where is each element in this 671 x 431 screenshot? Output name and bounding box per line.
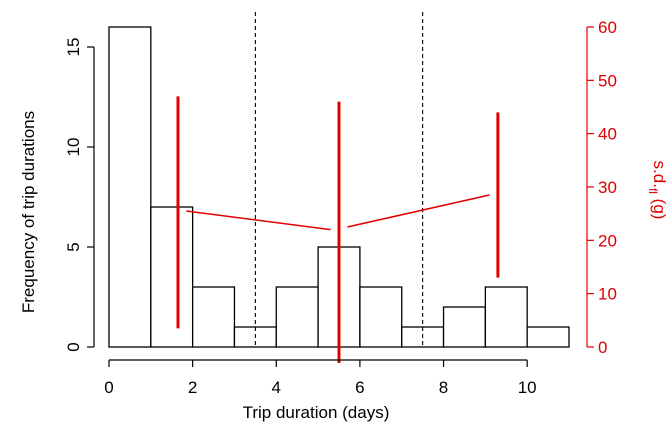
y2-tick-label-0: 0 <box>598 338 607 357</box>
histogram-bar-11 <box>526 326 570 348</box>
x-axis: 0 2 4 6 8 10 <box>104 359 537 397</box>
y2-tick-label-60: 60 <box>598 18 617 37</box>
histogram-bar-9 <box>442 306 487 348</box>
sd-overlay <box>176 96 500 363</box>
y2-tick-label-40: 40 <box>598 125 617 144</box>
y-axis-left: 0 5 10 15 <box>64 38 95 352</box>
histogram-bar-5 <box>275 286 319 348</box>
histogram-bar-3 <box>191 286 236 348</box>
y2-axis-title-subscript: fl <box>646 188 660 194</box>
x-tick-label-0: 0 <box>104 378 113 397</box>
y2-axis-title-unit: (g) <box>650 194 669 220</box>
y2-tick-label-10: 10 <box>598 285 617 304</box>
y-axis-right: 0 10 20 30 40 50 60 <box>586 18 617 357</box>
y-tick-label-10: 10 <box>64 138 83 157</box>
y-tick-label-0: 0 <box>64 342 83 351</box>
y-axis-title: Frequency of trip durations <box>19 111 38 313</box>
x-tick-label-8: 8 <box>439 378 448 397</box>
y2-tick-label-30: 30 <box>598 178 617 197</box>
y2-tick-label-50: 50 <box>598 71 617 90</box>
sd-trend-segment-2 <box>347 194 490 228</box>
x-tick-label-2: 2 <box>188 378 197 397</box>
y-tick-label-5: 5 <box>64 242 83 251</box>
histogram-bar-2 <box>150 206 194 348</box>
y2-tick-label-20: 20 <box>598 231 617 250</box>
y2-axis-title-main: s.d. <box>650 161 669 188</box>
x-tick-label-6: 6 <box>355 378 364 397</box>
x-axis-title: Trip duration (days) <box>243 403 390 422</box>
x-tick-label-10: 10 <box>518 378 537 397</box>
histogram-bar-1 <box>108 26 152 348</box>
y2-axis-title: s.d.fl (g) <box>646 161 669 220</box>
histogram-bar-7 <box>359 286 403 348</box>
x-tick-label-4: 4 <box>272 378 281 397</box>
sd-trend-segment-1 <box>186 210 331 231</box>
histogram-bar-10 <box>484 286 528 348</box>
y-tick-label-15: 15 <box>64 38 83 57</box>
